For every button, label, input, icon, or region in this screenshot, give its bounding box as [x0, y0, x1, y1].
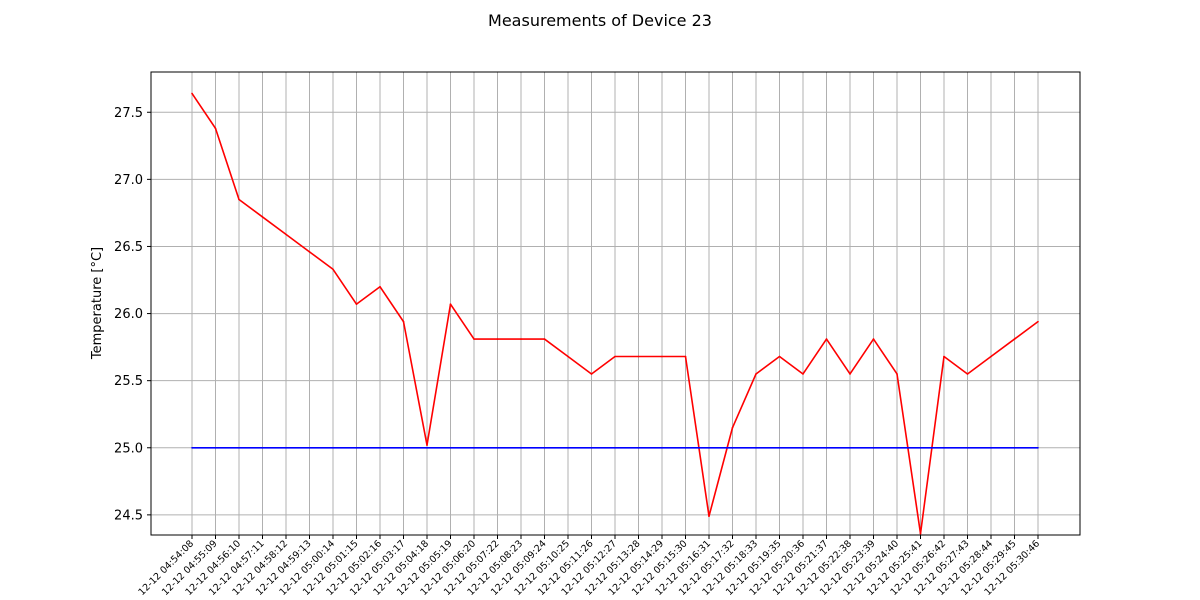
- reference-point: [191, 446, 193, 449]
- reference-point: [543, 446, 546, 449]
- reference-point: [1037, 446, 1039, 449]
- temperature-point: [496, 338, 499, 340]
- reference-point: [872, 446, 875, 449]
- y-tick-label: 26.0: [114, 307, 143, 322]
- reference-point: [496, 446, 499, 449]
- y-tick-label: 27.0: [114, 173, 143, 188]
- temperature-point: [449, 303, 452, 305]
- temperature-point: [402, 320, 405, 323]
- reference-point: [614, 446, 616, 449]
- reference-point: [355, 446, 358, 449]
- reference-point: [731, 446, 734, 449]
- temperature-point: [590, 373, 593, 375]
- temperature-point: [661, 355, 663, 358]
- grid: [151, 72, 1080, 535]
- temperature-point: [238, 198, 240, 201]
- reference-point: [966, 446, 969, 449]
- reference-point: [637, 446, 640, 449]
- temperature-point: [896, 373, 898, 375]
- chart-title: Measurements of Device 23: [488, 11, 712, 30]
- reference-point: [590, 446, 593, 449]
- y-axis: 24.5 25.0 25.5 26.0 26.5 27.0 27.5: [114, 106, 151, 523]
- reference-point: [214, 446, 217, 449]
- temperature-point: [191, 92, 193, 95]
- reference-point: [778, 446, 781, 449]
- temperature-point: [708, 515, 710, 518]
- reference-point: [661, 446, 663, 449]
- temperature-point: [825, 338, 828, 340]
- y-tick-label: 25.0: [114, 441, 143, 456]
- reference-point: [449, 446, 452, 449]
- temperature-point: [543, 338, 546, 340]
- temperature-point: [285, 233, 287, 236]
- temperature-point: [567, 355, 569, 358]
- temperature-point: [684, 355, 687, 358]
- temperature-point: [778, 355, 781, 358]
- y-tick-label: 24.5: [114, 508, 143, 523]
- temperature-point: [755, 373, 757, 375]
- reference-point: [708, 446, 710, 449]
- reference-point: [684, 446, 687, 449]
- series-layer: [191, 92, 1039, 535]
- temperature-point: [308, 251, 311, 253]
- reference-point: [520, 446, 522, 449]
- temperature-point: [637, 355, 640, 358]
- reference-point: [919, 446, 922, 449]
- temperature-point: [966, 373, 969, 375]
- y-tick-label: 26.5: [114, 240, 143, 255]
- temperature-point: [872, 338, 875, 340]
- reference-point: [426, 446, 428, 449]
- reference-point: [825, 446, 828, 449]
- temperature-point: [473, 338, 475, 340]
- temperature-point: [990, 355, 992, 358]
- reference-point: [849, 446, 851, 449]
- temperature-point: [379, 285, 381, 288]
- reference-point: [285, 446, 287, 449]
- temperature-point: [426, 444, 428, 446]
- temperature-point: [520, 338, 522, 340]
- temperature-point: [731, 426, 734, 429]
- temperature-point: [802, 373, 804, 375]
- reference-point: [332, 446, 334, 449]
- reference-point: [755, 446, 757, 449]
- reference-point: [990, 446, 992, 449]
- reference-point: [379, 446, 381, 449]
- temperature-point: [214, 127, 217, 130]
- temperature-point: [1037, 320, 1039, 323]
- reference-point: [1013, 446, 1016, 449]
- reference-point: [473, 446, 475, 449]
- temperature-point: [614, 355, 616, 358]
- temperature-point: [919, 532, 922, 535]
- reference-point: [567, 446, 569, 449]
- temperature-point: [355, 303, 358, 305]
- y-tick-label: 25.5: [114, 374, 143, 389]
- temperature-point: [849, 373, 851, 375]
- temperature-point: [1013, 338, 1016, 340]
- y-axis-label: Temperature [°C]: [90, 247, 105, 360]
- reference-point: [261, 446, 264, 449]
- reference-point: [943, 446, 945, 449]
- reference-point: [402, 446, 405, 449]
- reference-point: [802, 446, 804, 449]
- y-tick-label: 27.5: [114, 106, 143, 121]
- reference-point: [308, 446, 311, 449]
- temperature-point: [943, 355, 945, 358]
- reference-point: [896, 446, 898, 449]
- temperature-point: [261, 216, 264, 218]
- reference-point: [238, 446, 240, 449]
- temperature-point: [332, 268, 334, 271]
